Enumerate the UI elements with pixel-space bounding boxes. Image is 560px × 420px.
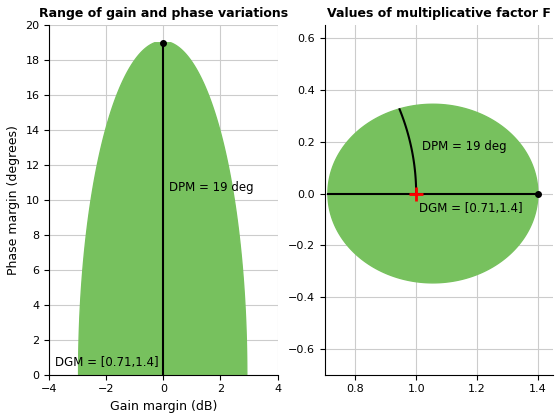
X-axis label: Gain margin (dB): Gain margin (dB) xyxy=(110,400,217,413)
Text: DGM = [0.71,1.4]: DGM = [0.71,1.4] xyxy=(55,356,158,369)
Text: DGM = [0.71,1.4]: DGM = [0.71,1.4] xyxy=(419,202,523,215)
Polygon shape xyxy=(328,104,538,283)
Polygon shape xyxy=(78,43,247,375)
Text: DPM = 19 deg: DPM = 19 deg xyxy=(169,181,254,194)
Y-axis label: Phase margin (degrees): Phase margin (degrees) xyxy=(7,125,20,275)
Text: DPM = 19 deg: DPM = 19 deg xyxy=(422,139,507,152)
Title: Values of multiplicative factor F: Values of multiplicative factor F xyxy=(327,7,551,20)
Title: Range of gain and phase variations: Range of gain and phase variations xyxy=(39,7,288,20)
